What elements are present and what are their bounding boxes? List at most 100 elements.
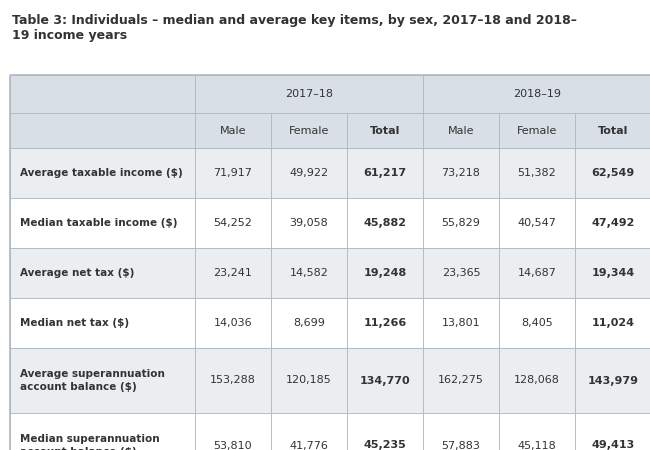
- Text: 51,382: 51,382: [517, 168, 556, 178]
- Text: 45,882: 45,882: [363, 218, 406, 228]
- Text: Median net tax ($): Median net tax ($): [20, 318, 129, 328]
- Text: 13,801: 13,801: [442, 318, 480, 328]
- Text: 45,118: 45,118: [517, 441, 556, 450]
- Bar: [10, 298, 195, 348]
- Bar: [10, 75, 650, 450]
- Bar: [575, 248, 650, 298]
- Text: 19 income years: 19 income years: [12, 29, 127, 42]
- Bar: [423, 148, 499, 198]
- Bar: [347, 198, 423, 248]
- Text: Median superannuation
account balance ($): Median superannuation account balance ($…: [20, 434, 160, 450]
- Text: 47,492: 47,492: [592, 218, 634, 228]
- Bar: [195, 75, 423, 113]
- Bar: [423, 348, 499, 413]
- Text: 57,883: 57,883: [441, 441, 480, 450]
- Text: Total: Total: [370, 126, 400, 135]
- Bar: [271, 248, 347, 298]
- Bar: [271, 298, 347, 348]
- Bar: [347, 298, 423, 348]
- Bar: [423, 198, 499, 248]
- Bar: [499, 298, 575, 348]
- Bar: [575, 113, 650, 148]
- Text: 128,068: 128,068: [514, 375, 560, 386]
- Bar: [575, 298, 650, 348]
- Text: Male: Male: [220, 126, 246, 135]
- Bar: [575, 413, 650, 450]
- Text: 11,024: 11,024: [592, 318, 634, 328]
- Text: 23,241: 23,241: [214, 268, 252, 278]
- Bar: [195, 113, 271, 148]
- Bar: [271, 413, 347, 450]
- Text: 143,979: 143,979: [588, 375, 638, 386]
- Bar: [10, 113, 195, 148]
- Bar: [195, 348, 271, 413]
- Text: 49,413: 49,413: [592, 441, 634, 450]
- Bar: [271, 348, 347, 413]
- Text: 49,922: 49,922: [289, 168, 328, 178]
- Bar: [195, 148, 271, 198]
- Text: 14,582: 14,582: [289, 268, 328, 278]
- Bar: [499, 413, 575, 450]
- Bar: [10, 413, 195, 450]
- Text: 2018–19: 2018–19: [513, 89, 561, 99]
- Text: 8,405: 8,405: [521, 318, 553, 328]
- Bar: [499, 148, 575, 198]
- Bar: [575, 198, 650, 248]
- Text: Median taxable income ($): Median taxable income ($): [20, 218, 177, 228]
- Bar: [423, 113, 499, 148]
- Text: 8,699: 8,699: [293, 318, 325, 328]
- Text: 120,185: 120,185: [286, 375, 332, 386]
- Bar: [347, 348, 423, 413]
- Bar: [195, 298, 271, 348]
- Bar: [195, 413, 271, 450]
- Bar: [499, 348, 575, 413]
- Bar: [575, 148, 650, 198]
- Bar: [575, 348, 650, 413]
- Text: 73,218: 73,218: [441, 168, 480, 178]
- Bar: [423, 413, 499, 450]
- Text: Average taxable income ($): Average taxable income ($): [20, 168, 183, 178]
- Text: Total: Total: [598, 126, 628, 135]
- Bar: [10, 75, 195, 113]
- Text: 54,252: 54,252: [214, 218, 252, 228]
- Text: 134,770: 134,770: [359, 375, 410, 386]
- Text: 162,275: 162,275: [438, 375, 484, 386]
- Bar: [195, 198, 271, 248]
- Text: 55,829: 55,829: [441, 218, 480, 228]
- Bar: [347, 413, 423, 450]
- Text: 11,266: 11,266: [363, 318, 407, 328]
- Text: 19,344: 19,344: [592, 268, 634, 278]
- Text: 41,776: 41,776: [289, 441, 328, 450]
- Text: 71,917: 71,917: [214, 168, 252, 178]
- Text: 2017–18: 2017–18: [285, 89, 333, 99]
- Bar: [271, 148, 347, 198]
- Bar: [423, 298, 499, 348]
- Bar: [195, 248, 271, 298]
- Text: Average net tax ($): Average net tax ($): [20, 268, 135, 278]
- Bar: [10, 348, 195, 413]
- Text: 23,365: 23,365: [442, 268, 480, 278]
- Text: 19,248: 19,248: [363, 268, 407, 278]
- Text: 14,036: 14,036: [214, 318, 252, 328]
- Bar: [271, 198, 347, 248]
- Bar: [347, 248, 423, 298]
- Bar: [271, 113, 347, 148]
- Text: 40,547: 40,547: [517, 218, 556, 228]
- Bar: [347, 113, 423, 148]
- Text: Female: Female: [517, 126, 557, 135]
- Bar: [423, 248, 499, 298]
- Text: 61,217: 61,217: [363, 168, 406, 178]
- Bar: [10, 198, 195, 248]
- Bar: [499, 198, 575, 248]
- Text: 39,058: 39,058: [290, 218, 328, 228]
- Bar: [423, 75, 650, 113]
- Bar: [499, 248, 575, 298]
- Bar: [10, 148, 195, 198]
- Bar: [347, 148, 423, 198]
- Text: 14,687: 14,687: [517, 268, 556, 278]
- Text: 153,288: 153,288: [210, 375, 256, 386]
- Text: 45,235: 45,235: [363, 441, 406, 450]
- Text: 53,810: 53,810: [214, 441, 252, 450]
- Text: Female: Female: [289, 126, 329, 135]
- Text: Male: Male: [448, 126, 474, 135]
